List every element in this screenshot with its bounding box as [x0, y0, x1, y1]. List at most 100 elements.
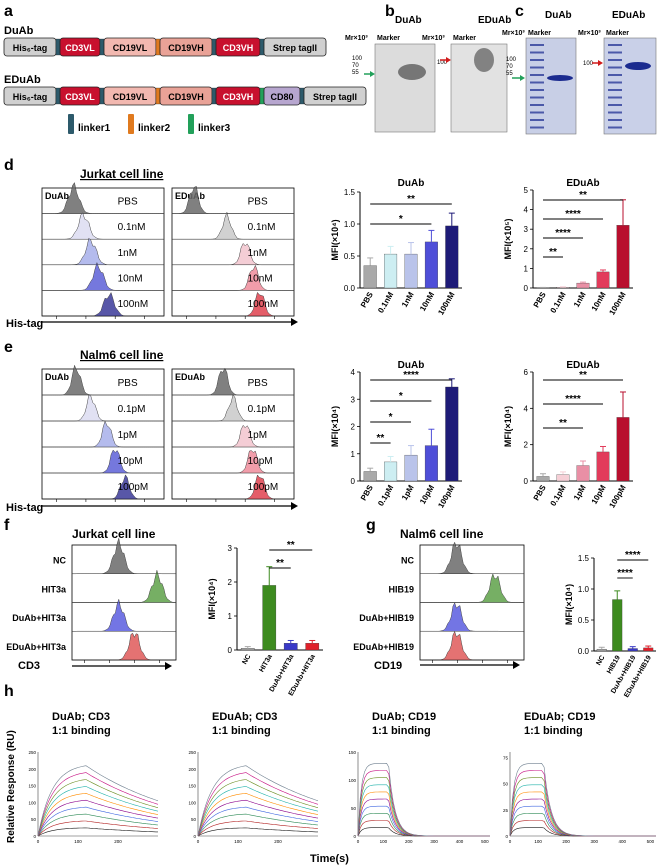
f-title: Jurkat cell line	[72, 527, 156, 541]
flow-histogram	[172, 367, 294, 396]
gel-c-eduab-title: EDuAb	[612, 10, 645, 21]
chart-title: DuAb	[398, 360, 425, 371]
linker-swatch-2	[128, 114, 134, 134]
y-axis-label: MFI(×10⁵)	[503, 219, 513, 260]
flow-trace-label: HIB19	[388, 584, 414, 594]
d-xaxis-label: His-tag	[6, 318, 43, 330]
sensorgram-x-tick: 0	[509, 839, 512, 844]
sensorgram-y-tick: 250	[28, 750, 36, 755]
bar	[384, 461, 398, 482]
ladder-band	[530, 104, 544, 106]
bar	[643, 647, 654, 652]
sensorgram-y-tick: 50	[503, 782, 509, 787]
x-tick-label: PBS	[359, 483, 375, 502]
eduab-construct: His₆-tag CD3VL CD19VL CD19VH CD3VH CD80 Strep …	[3, 86, 367, 106]
linker-segment	[259, 87, 265, 105]
bar	[616, 417, 630, 482]
ladder-band	[608, 126, 622, 129]
sensorgram-curve	[357, 820, 490, 837]
y-axis-label: MFI(×10⁴)	[207, 578, 217, 619]
domain-label: CD19VL	[113, 92, 148, 102]
significance-label: **	[549, 247, 557, 258]
sensorgram-y-tick: 150	[188, 784, 196, 789]
y-tick-label: 3	[524, 225, 529, 234]
ladder-band	[530, 59, 544, 61]
sensorgram-y-tick: 0	[33, 834, 36, 839]
flow-histogram	[42, 291, 164, 317]
gel-b-eduab-band	[474, 48, 494, 72]
flow-histogram	[172, 185, 294, 214]
gel-c-eduab-image	[603, 37, 657, 135]
bar	[596, 648, 607, 652]
linker-segment	[55, 38, 61, 56]
sensorgram-curve	[357, 791, 490, 837]
sensorgram-y-tick: 200	[188, 767, 196, 772]
sensorgram-curve	[357, 798, 490, 837]
gel-c-mr-left: Mr×10³	[502, 30, 525, 37]
flow-trace-label: PBS	[248, 378, 268, 389]
domain-label: CD3VL	[65, 43, 95, 53]
flow-trace-label: 0.1pM	[248, 404, 276, 415]
x-tick-label: 1pM	[572, 483, 588, 502]
sensorgram-curve	[197, 820, 319, 837]
flow-histogram	[42, 364, 164, 396]
significance-label: *	[399, 214, 403, 225]
ladder-band	[608, 111, 622, 114]
flow-histogram	[419, 541, 525, 575]
significance-label: **	[377, 433, 385, 444]
y-tick-label: 0	[228, 646, 233, 655]
d-title: Jurkat cell line	[80, 167, 164, 181]
gel-b-tick-100: 100	[352, 56, 363, 62]
sensorgram-curve	[37, 827, 158, 837]
flow-trace-label: 10pM	[248, 456, 273, 467]
linker-segment	[99, 87, 105, 105]
d-flow-duab: DuAb PBS 0.1nM 1nM 10nM 100nM	[41, 181, 165, 319]
linker-segment	[155, 38, 161, 56]
sensorgram-curve	[197, 827, 318, 837]
gel-b-green-arrowhead	[370, 71, 375, 77]
linker-segment	[259, 38, 265, 56]
flow-trace-label: HIT3a	[41, 584, 67, 594]
flow-trace-label: 100nM	[248, 299, 279, 310]
ladder-band	[530, 44, 544, 46]
sensorgram-subtitle: 1:1 binding	[524, 725, 583, 737]
bar	[240, 648, 255, 651]
y-tick-label: 4	[524, 206, 529, 215]
sensorgram-curve	[509, 820, 656, 837]
eduab-construct-title: EDuAb	[4, 74, 41, 86]
e-xaxis-arrowhead	[291, 502, 298, 510]
x-tick-label: 0.1pM	[376, 483, 395, 507]
y-tick-label: 6	[524, 368, 529, 377]
gel-c-eduab-band	[625, 62, 651, 70]
sensorgram-y-tick: 150	[348, 750, 356, 755]
linker-legend: linker1 linker2 linker3	[68, 114, 231, 134]
sensorgram-curve	[509, 777, 656, 837]
y-tick-label: 1.5	[578, 554, 590, 563]
ladder-band	[530, 89, 544, 91]
flow-histogram	[71, 538, 177, 575]
significance-label: ****	[565, 209, 581, 220]
flow-frame	[41, 187, 165, 317]
sensorgram-curve	[357, 784, 490, 837]
f-flow: NC HIT3a DuAb+HIT3a EDuAb+HIT3a	[6, 538, 177, 663]
flow-trace-label: 10pM	[118, 456, 143, 467]
sensorgram-curve	[37, 772, 159, 837]
y-tick-label: 0.5	[578, 616, 590, 625]
sensorgram-curve	[37, 799, 159, 837]
bar	[596, 271, 610, 289]
bar	[363, 265, 377, 289]
sensorgram-curve	[197, 799, 319, 837]
x-tick-label: 100nM	[607, 290, 627, 316]
sensorgram-x-tick: 100	[234, 839, 242, 844]
ladder-band	[608, 51, 622, 54]
gel-b-duab-band	[398, 64, 426, 80]
linker-segment	[211, 87, 217, 105]
sensorgram-x-tick: 0	[357, 839, 360, 844]
sensorgram-curve	[197, 786, 319, 837]
ladder-band	[608, 59, 622, 61]
flow-histogram	[172, 474, 294, 500]
ladder-band	[608, 81, 622, 84]
x-tick-label: 1pM	[400, 483, 416, 502]
